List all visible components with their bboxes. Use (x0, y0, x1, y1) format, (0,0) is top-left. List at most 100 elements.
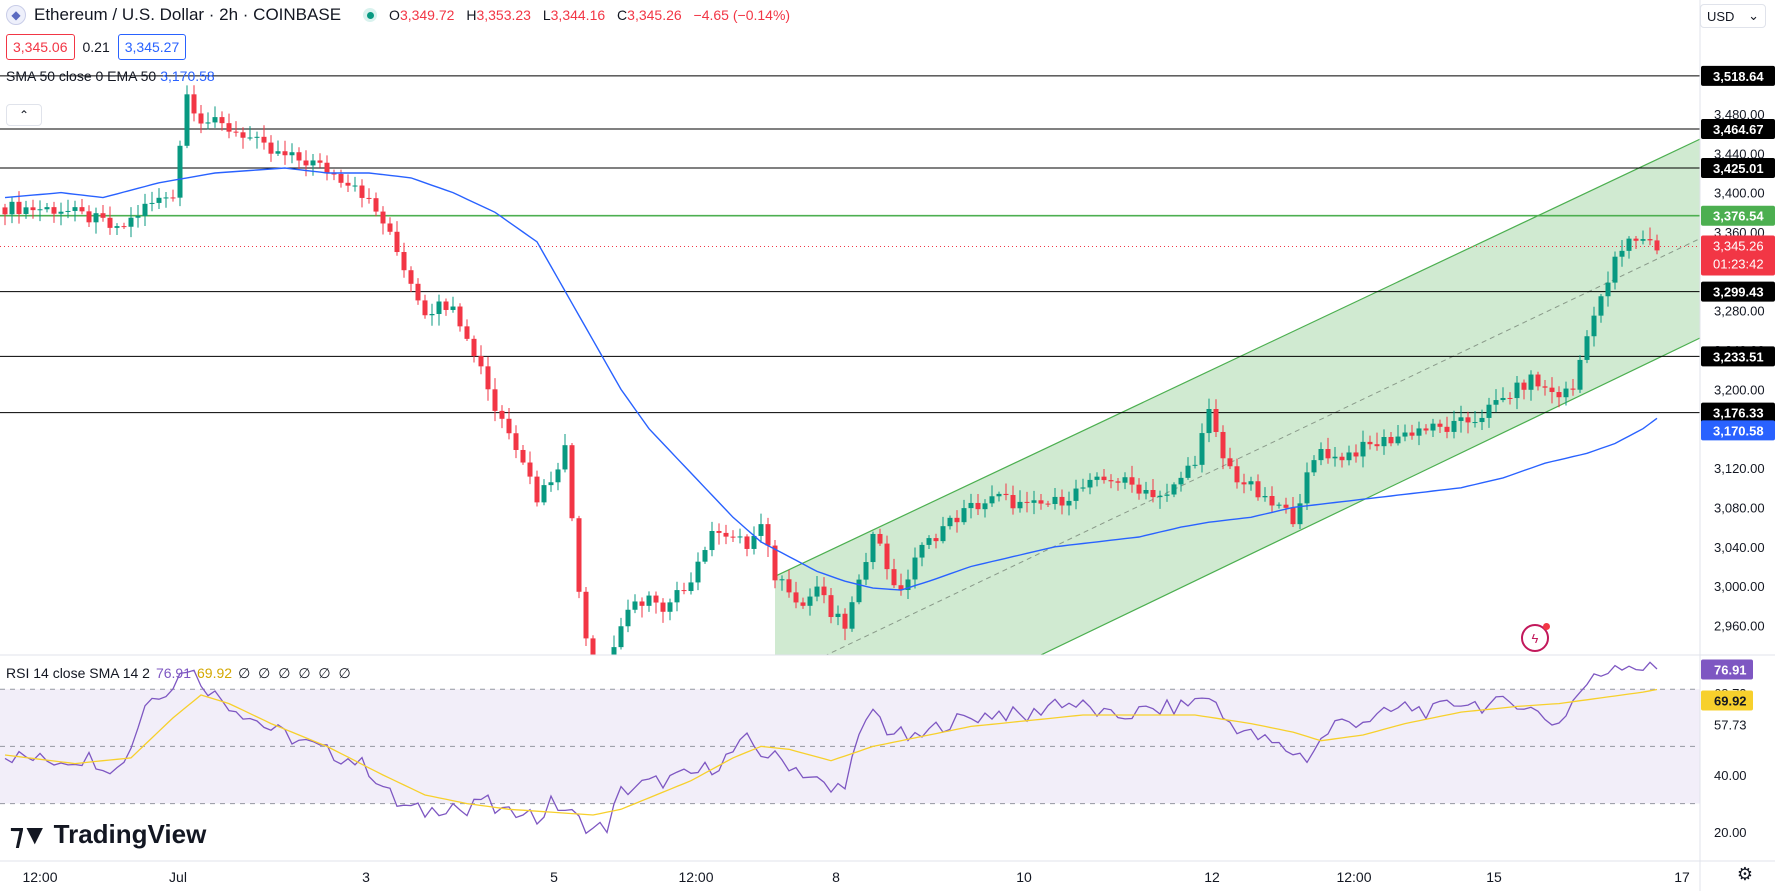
candle-body-64 (450, 306, 456, 310)
candle-body-91 (639, 601, 645, 606)
time-tick-label-2: 3 (362, 869, 370, 885)
candle-body-57 (401, 252, 407, 271)
time-tick-label-10: 17 (1674, 869, 1690, 885)
candle-body-138 (968, 502, 974, 509)
candle-body-23 (163, 197, 169, 199)
candle-body-205 (1437, 423, 1443, 427)
candle-body-195 (1367, 441, 1373, 445)
channel-mid-line (825, 238, 1700, 655)
tradingview-wordmark: TradingView (53, 819, 207, 849)
ema-legend[interactable]: SMA 50 close 0 EMA 50 3,170.58 (6, 68, 215, 84)
candle-body-165 (1157, 495, 1163, 498)
candle-body-93 (653, 595, 659, 603)
channel-upper-line (774, 138, 1700, 577)
lightning-alert-icon[interactable]: ϟ (1521, 623, 1550, 652)
rsi-sma-tag-bg (1701, 690, 1753, 711)
candle-body-150 (1052, 496, 1058, 505)
candle-body-133 (933, 538, 939, 542)
candle-body-121 (849, 602, 855, 629)
candle-body-52 (366, 197, 372, 199)
candle-body-169 (1185, 465, 1191, 478)
candle-body-131 (919, 544, 925, 558)
candle-body-234 (1640, 239, 1646, 241)
tradingview-mark-icon: ⁊▼ (10, 819, 49, 850)
candle-body-98 (688, 582, 694, 592)
price-tick-label-6: 3,200.00 (1714, 382, 1765, 397)
ema-axis-label: 3,170.58 (1713, 423, 1764, 438)
open-key: O (389, 7, 400, 23)
candle-body-216 (1514, 382, 1520, 399)
candle-body-208 (1458, 417, 1464, 421)
candle-body-109 (765, 524, 771, 546)
candle-body-110 (772, 545, 778, 581)
candle-body-224 (1570, 388, 1576, 390)
rsi-line (4, 661, 1658, 835)
candle-body-12 (86, 211, 92, 223)
candle-body-6 (44, 207, 50, 210)
candle-body-36 (254, 136, 260, 138)
candle-body-40 (282, 151, 288, 156)
candle-body-189 (1325, 449, 1331, 459)
candle-body-76 (534, 476, 540, 503)
candle-body-215 (1507, 397, 1513, 399)
candle-body-41 (289, 152, 295, 156)
candle-body-161 (1129, 477, 1135, 485)
candle-body-88 (618, 626, 624, 648)
symbol-title[interactable]: Ethereum / U.S. Dollar · 2h · COINBASE (34, 5, 342, 24)
currency-select[interactable]: USD ⌄ (1700, 4, 1766, 28)
candle-body-140 (982, 503, 988, 510)
candle-body-24 (170, 197, 176, 199)
candle-body-134 (940, 526, 946, 542)
candle-body-0 (2, 207, 8, 215)
time-tick-label-6: 10 (1016, 869, 1032, 885)
gear-icon[interactable]: ⚙ (1736, 863, 1754, 884)
buy-button[interactable]: 3,345.27 (117, 34, 187, 60)
candle-body-2 (16, 201, 22, 214)
candle-body-179 (1255, 481, 1261, 498)
channel-fill (775, 139, 1700, 655)
candle-body-103 (723, 532, 729, 537)
candle-body-190 (1332, 456, 1338, 459)
candle-body-45 (317, 160, 323, 163)
candle-body-74 (520, 449, 526, 463)
low-key: L (542, 7, 551, 23)
candle-body-128 (898, 585, 904, 590)
candle-body-66 (464, 326, 470, 339)
candle-body-32 (226, 123, 232, 132)
candle-body-22 (156, 197, 162, 203)
candle-body-222 (1556, 392, 1562, 398)
candle-body-8 (58, 211, 64, 214)
candle-body-135 (947, 517, 953, 527)
rsi-legend[interactable]: RSI 14 close SMA 14 2 76.91 69.92 ∅ ∅ ∅ ∅ ∅… (6, 665, 353, 682)
candle-body-104 (730, 536, 736, 538)
candle-body-233 (1633, 238, 1639, 241)
ema-label: SMA 50 close 0 EMA 50 (6, 68, 157, 84)
candle-body-97 (681, 590, 687, 592)
candle-body-20 (142, 203, 148, 216)
candle-body-227 (1591, 315, 1597, 337)
collapse-legend-button[interactable]: ⌃ (6, 104, 42, 126)
time-tick-label-0: 12:00 (22, 869, 57, 885)
candle-body-213 (1493, 400, 1499, 405)
price-tick-label-2: 3,400.00 (1714, 186, 1765, 201)
candle-body-220 (1542, 386, 1548, 388)
candle-body-3 (23, 207, 29, 214)
candle-body-13 (93, 213, 99, 223)
candle-body-117 (821, 586, 827, 596)
candle-body-142 (996, 493, 1002, 497)
candle-body-144 (1010, 495, 1016, 509)
last-price-label: 3,345.26 (1713, 238, 1764, 253)
candle-body-145 (1017, 501, 1023, 509)
sell-button[interactable]: 3,345.06 (6, 34, 75, 60)
candle-body-114 (800, 602, 806, 606)
time-tick-label-9: 15 (1486, 869, 1502, 885)
candle-body-154 (1080, 487, 1086, 489)
candle-body-126 (884, 543, 890, 570)
candle-body-55 (387, 223, 393, 232)
high-key: H (466, 7, 477, 23)
candle-body-129 (905, 579, 911, 590)
rsi-value-tag: 76.91 (1714, 663, 1747, 678)
candle-body-67 (471, 338, 477, 357)
candle-body-34 (240, 132, 246, 138)
